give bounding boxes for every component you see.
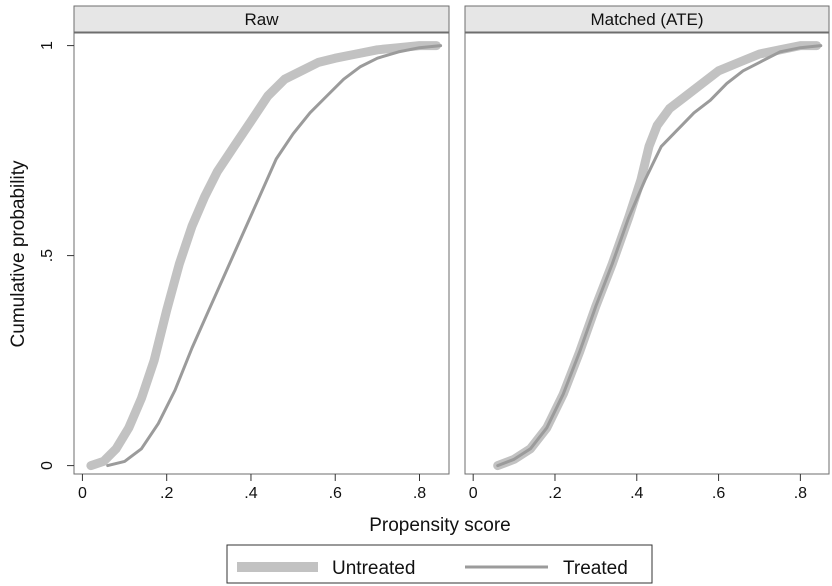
panel-raw-plot-area <box>73 32 450 475</box>
panel-1-series-treated-line <box>496 44 823 468</box>
panel-1-series-untreated-line <box>493 41 822 471</box>
x-axis-title: Propensity score <box>369 515 511 536</box>
panel-1-x-tick-label-2: .4 <box>630 485 643 502</box>
panel-matched-series <box>493 41 823 471</box>
legend: Untreated Treated <box>226 544 653 584</box>
panel-1-x-tick-label-3: .6 <box>712 485 725 502</box>
panel-raw: Raw 0 .2 .4 .6 .8 0 .5 1 <box>39 5 450 502</box>
panel-0-series-treated-line <box>106 44 443 468</box>
panel-0-x-tick-label-1: .2 <box>160 485 173 502</box>
y-axis-title: Cumulative probability <box>8 160 29 347</box>
panel-0-x-tick-label-4: .8 <box>413 485 426 502</box>
panel-0-x-tick-label-0: 0 <box>78 485 87 502</box>
panel-1-x-tick-label-4: .8 <box>794 485 807 502</box>
panel-matched-plot-area <box>464 32 830 475</box>
panel-matched-title: Matched (ATE) <box>590 10 703 29</box>
panel-0-x-tick-label-3: .6 <box>329 485 342 502</box>
panel-raw-title: Raw <box>244 10 279 29</box>
panel-raw-series <box>86 41 443 471</box>
panel-matched: Matched (ATE) 0 .2 .4 .6 .8 <box>464 5 830 502</box>
panel-0-series-untreated-line <box>86 41 441 471</box>
legend-label-treated: Treated <box>563 558 628 579</box>
panel-raw-ticks: 0 .2 .4 .6 .8 0 .5 1 <box>39 41 426 502</box>
panel-0-x-tick-label-2: .4 <box>244 485 257 502</box>
panel-raw-strip <box>73 5 450 33</box>
panel-matched-ticks: 0 .2 .4 .6 .8 <box>469 474 807 502</box>
panel-0-y-tick-label-2: 1 <box>39 41 56 50</box>
panel-1-x-tick-label-1: .2 <box>548 485 561 502</box>
panel-0-y-tick-label-1: .5 <box>39 249 56 262</box>
panel-matched-strip <box>464 5 830 33</box>
legend-label-untreated: Untreated <box>332 558 415 579</box>
panel-0-y-tick-label-0: 0 <box>39 461 56 470</box>
panel-1-x-tick-label-0: 0 <box>469 485 478 502</box>
